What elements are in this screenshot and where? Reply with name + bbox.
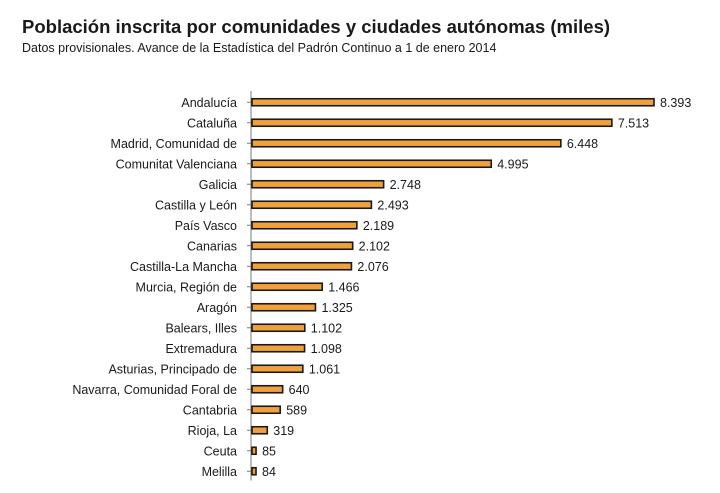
category-label: Balears, Illes [165,321,237,335]
bar [251,446,257,456]
bar [251,282,324,292]
chart-subtitle: Datos provisionales. Avance de la Estadí… [22,41,497,55]
category-label: Ceuta [204,444,237,458]
bar [251,323,306,333]
category-label: Aragón [197,301,237,315]
category-label: Extremadura [165,342,237,356]
value-label: 85 [262,444,276,458]
value-label: 1.098 [311,342,342,356]
bar [251,179,385,189]
value-label: 2.102 [359,239,390,253]
category-label: Castilla-La Mancha [130,260,237,274]
value-label: 2.493 [377,198,408,212]
value-label: 1.061 [309,362,340,376]
value-label: 7.513 [618,116,649,130]
bar [251,97,655,107]
value-label: 1.466 [328,280,359,294]
category-label: Castilla y León [155,198,237,212]
value-label: 84 [262,465,276,479]
category-label: Madrid, Comunidad de [111,137,238,151]
bar [251,405,282,415]
bar [251,343,306,353]
value-label: 2.189 [363,219,394,233]
chart-title: Población inscrita por comunidades y ciu… [22,16,611,37]
category-label: Navarra, Comunidad Foral de [72,383,237,397]
bar [251,118,613,128]
category-label: Cataluña [187,116,237,130]
bar [251,384,284,394]
bar [251,241,354,251]
category-label: Cantabria [183,403,237,417]
category-label: Rioja, La [188,424,237,438]
category-label: Galicia [199,178,237,192]
value-label: 640 [289,383,310,397]
bar [251,302,317,312]
category-label: Canarias [187,239,237,253]
bar [251,466,257,476]
bar [251,200,373,210]
value-label: 1.325 [321,301,352,315]
bar [251,261,353,271]
bar [251,364,304,374]
value-label: 319 [273,424,294,438]
bar [251,159,493,169]
category-label: Melilla [202,465,237,479]
bar [251,220,358,230]
value-label: 1.102 [311,321,342,335]
value-label: 6.448 [567,137,598,151]
category-label: Murcia, Región de [136,280,237,294]
category-label: Andalucía [181,96,237,110]
category-label: Comunitat Valenciana [116,157,237,171]
category-label: País Vasco [175,219,237,233]
category-label: Asturias, Principado de [108,362,237,376]
value-label: 8.393 [660,96,691,110]
value-label: 589 [286,403,307,417]
value-label: 4.995 [497,157,528,171]
bar [251,425,269,435]
bar [251,138,562,148]
value-label: 2.748 [390,178,421,192]
value-label: 2.076 [357,260,388,274]
